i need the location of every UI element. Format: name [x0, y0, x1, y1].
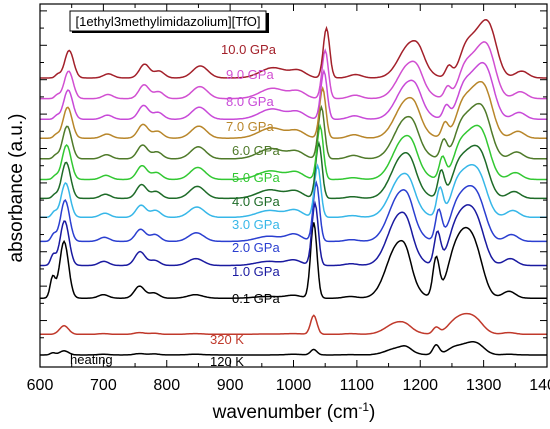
- y-axis-title: absorbance (a.u.): [6, 114, 27, 263]
- title-box-shadow: [266, 13, 269, 33]
- spectrum-10-0-gpa: [40, 19, 547, 79]
- series-label-3-0-gpa: 3.0 GPa: [232, 217, 280, 232]
- title-box-shadow-bottom: [72, 31, 269, 33]
- series-label-1-0-gpa: 1.0 GPa: [232, 264, 280, 279]
- series-label-0-1-gpa: 0.1 GPa: [232, 291, 280, 306]
- spectrum-9-0-gpa: [40, 41, 547, 100]
- x-tick-label: 900: [217, 377, 244, 394]
- spectrum-7-0-gpa: [40, 80, 547, 139]
- spectrum-320-k: [40, 312, 547, 336]
- x-tick-label: 1200: [402, 377, 438, 394]
- x-tick-label: 800: [153, 377, 180, 394]
- spectrum-120-k: [40, 341, 547, 356]
- spectrum-5-0-gpa: [40, 123, 547, 181]
- x-axis-title: wavenumber (cm-1): [212, 400, 376, 423]
- spectrum-1-0-gpa: [40, 200, 547, 267]
- spectrum-6-0-gpa: [40, 102, 547, 160]
- x-axis-title-main: wavenumber (cm: [212, 402, 359, 423]
- chart-title: [1ethyl3methylimidazolium][TfO]: [76, 14, 261, 29]
- x-tick-label: 1000: [276, 377, 312, 394]
- series-label-9-0-gpa: 9.0 GPa: [226, 67, 274, 82]
- heating-annotation: heating: [70, 352, 113, 367]
- axis-ticks: [39, 4, 548, 367]
- x-tick-label: 1400: [529, 377, 550, 394]
- x-tick-label: 600: [27, 377, 54, 394]
- spectrum-0-1-gpa: [40, 222, 547, 299]
- x-tick-labels: 600 700 800 900 1000 1100 1200 1300 1400: [27, 377, 550, 394]
- series-label-5-0-gpa: 5.0 GPa: [232, 170, 280, 185]
- x-tick-label: 700: [90, 377, 117, 394]
- series-label-10-0-gpa: 10.0 GPa: [221, 42, 277, 57]
- x-axis-title-end: ): [369, 402, 375, 423]
- spectrum-8-0-gpa: [40, 61, 547, 121]
- spectrum-4-0-gpa: [40, 140, 547, 200]
- series-label-7-0-gpa: 7.0 GPa: [226, 119, 274, 134]
- series-label-4-0-gpa: 4.0 GPa: [232, 194, 280, 209]
- spectrum-3-0-gpa: [40, 163, 547, 219]
- series-label-8-0-gpa: 8.0 GPa: [226, 94, 274, 109]
- series-label-120-k: 120 K: [210, 354, 244, 369]
- series-labels: 120 K 320 K 0.1 GPa 1.0 GPa 2.0 GPa 3.0 GPa 4.…: [210, 42, 280, 369]
- series-label-6-0-gpa: 6.0 GPa: [232, 143, 280, 158]
- x-axis-title-superscript: -1: [358, 400, 369, 414]
- spectra-curves: [40, 19, 547, 356]
- spectrum-2-0-gpa: [40, 180, 547, 243]
- series-label-320-k: 320 K: [210, 332, 244, 347]
- x-tick-label: 1300: [466, 377, 502, 394]
- title-box: [1ethyl3methylimidazolium][TfO]: [69, 10, 269, 33]
- x-tick-label: 1100: [340, 377, 375, 394]
- series-label-2-0-gpa: 2.0 GPa: [232, 240, 280, 255]
